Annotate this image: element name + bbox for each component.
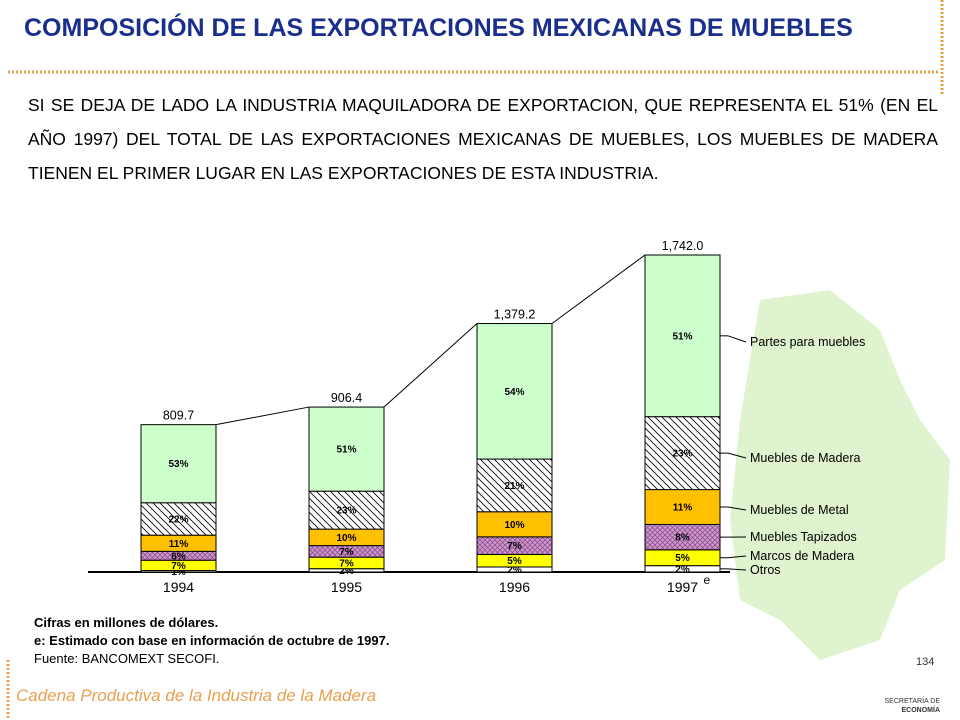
- legend-label: Muebles de Madera: [750, 451, 861, 465]
- legend-leader: [727, 506, 747, 511]
- logo-text: SECRETARÍA DE: [885, 696, 941, 705]
- data-label: 7%: [507, 541, 522, 552]
- connector: [551, 254, 646, 324]
- data-label: 6%: [171, 551, 186, 562]
- data-label: 8%: [675, 533, 690, 544]
- bar-segment: [476, 458, 553, 513]
- note: Cifras en millones de dólares.: [34, 615, 219, 630]
- data-label: 2%: [339, 566, 354, 577]
- data-label: 5%: [507, 556, 522, 567]
- x-tick-label: 1997: [667, 579, 698, 595]
- plot: 1%7%6%11%22%53%809.719942%7%7%10%23%51%9…: [88, 239, 865, 595]
- data-label: 23%: [672, 449, 692, 460]
- data-label: 1%: [171, 567, 186, 578]
- data-label: 7%: [171, 561, 186, 572]
- map-shape: [730, 290, 950, 660]
- footer: Cadena Productiva de la Industria de la …: [16, 686, 377, 705]
- connector: [383, 323, 478, 408]
- data-label: 2%: [675, 564, 690, 575]
- data-label: 5%: [675, 553, 690, 564]
- data-label: 10%: [504, 520, 524, 531]
- legend-leader: [727, 568, 747, 571]
- data-label: 7%: [339, 558, 354, 569]
- data-label: 7%: [339, 547, 354, 558]
- data-label: 51%: [672, 331, 692, 342]
- legend-label: Muebles Tapizados: [750, 530, 857, 544]
- bar-segment: [476, 323, 553, 460]
- bar-segment: [140, 424, 217, 504]
- paragraph: SI SE DEJA DE LADO LA INDUSTRIA MAQUILAD…: [28, 95, 938, 183]
- total-label: 906.4: [331, 391, 362, 405]
- legend-leader: [727, 452, 747, 459]
- data-label: 23%: [336, 506, 356, 517]
- total-label: 1,742.0: [662, 239, 704, 253]
- legend-leader: [727, 555, 747, 559]
- total-label: 809.7: [163, 409, 194, 423]
- data-label: 11%: [169, 539, 189, 550]
- x-tick-label: 1996: [499, 579, 530, 595]
- data-label: 11%: [673, 503, 693, 514]
- x-tick-label: 1995: [331, 579, 362, 595]
- estimate-marker: e: [704, 573, 711, 587]
- notes: Cifras en millones de dólares. e: Estima…: [34, 614, 389, 668]
- bar-segment: [308, 490, 385, 530]
- note: Fuente: BANCOMEXT SECOFI.: [34, 651, 220, 666]
- note: e: Estimado con base en información de o…: [34, 633, 390, 648]
- data-label: 54%: [504, 387, 524, 398]
- bar-segment: [644, 254, 721, 418]
- bar-segment: [644, 489, 721, 525]
- legend-label: Partes para muebles: [750, 335, 865, 349]
- bar-segment: [476, 511, 553, 538]
- bar-segment: [644, 416, 721, 491]
- data-label: 21%: [504, 481, 524, 492]
- connector: [215, 406, 310, 426]
- data-label: 2%: [507, 565, 522, 576]
- data-label: 53%: [168, 459, 188, 470]
- legend-label: Otros: [750, 563, 781, 577]
- x-tick-label: 1994: [163, 579, 194, 595]
- total-label: 1,379.2: [494, 308, 536, 322]
- title: COMPOSICIÓN DE LAS EXPORTACIONES MEXICAN…: [24, 14, 853, 42]
- logo-text: ECONOMÍA: [902, 705, 941, 714]
- page-number: 134: [916, 656, 935, 668]
- legend-leader: [727, 335, 747, 343]
- data-label: 51%: [336, 445, 356, 456]
- data-label: 10%: [336, 533, 356, 544]
- legend-label: Muebles de Metal: [750, 503, 849, 517]
- legend-label: Marcos de Madera: [750, 549, 854, 563]
- data-label: 22%: [168, 514, 188, 525]
- bar-segment: [644, 523, 721, 551]
- bar-segment: [308, 406, 385, 492]
